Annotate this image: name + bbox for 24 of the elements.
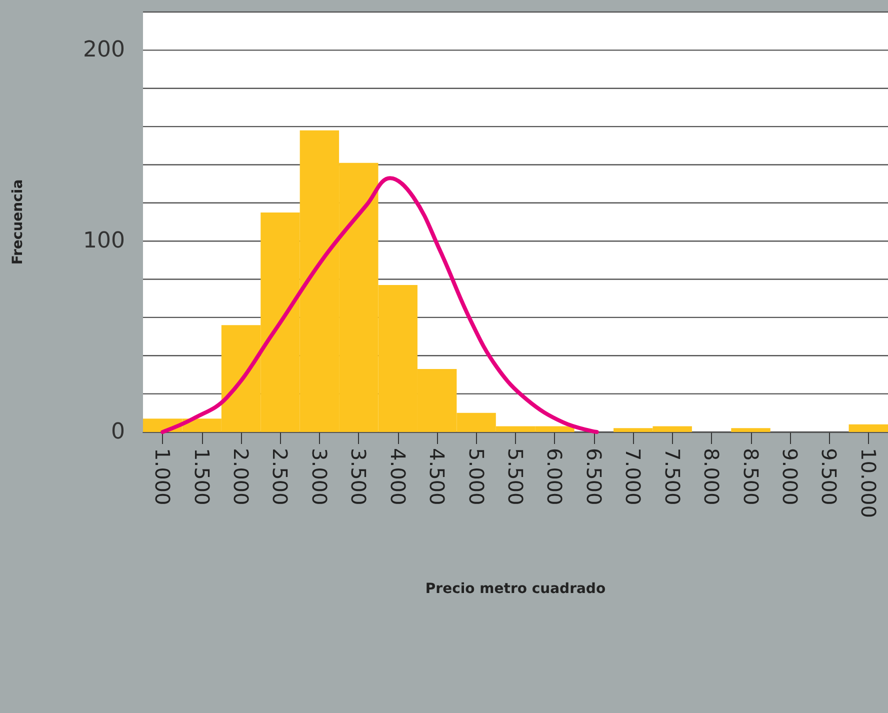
y-tick-label: 100 [83,228,125,254]
x-tick-label: 5.500 [504,448,528,506]
y-axis-title: Frecuencia [10,179,26,265]
y-tick-label: 200 [83,38,125,63]
x-tick-label: 7.000 [621,448,646,506]
x-tick-label: 1.000 [150,448,175,506]
x-tick-label: 2.000 [229,448,254,506]
x-tick-label: 7.500 [660,448,684,506]
y-tick-label: 0 [111,420,125,444]
x-tick-label: 3.000 [307,448,332,506]
x-tick-label: 8.500 [738,448,763,506]
x-tick-label: 3.500 [346,448,371,506]
x-tick-label: 6.500 [582,448,606,506]
x-tick-label: 9.000 [778,448,802,506]
x-tick-label: 2.500 [268,448,292,506]
x-tick-label: 10.000 [856,448,880,518]
x-tick-label: 4.500 [425,448,450,506]
x-tick-label: 9.500 [817,448,842,506]
x-tick-label: 8.000 [700,448,724,506]
x-tick-label: 1.500 [190,448,214,506]
x-tick-label: 5.000 [464,448,488,506]
x-tick-label: 4.000 [386,448,410,506]
x-tick-label: 6.000 [542,448,567,506]
x-axis-title: Precio metro cuadrado [425,581,606,597]
